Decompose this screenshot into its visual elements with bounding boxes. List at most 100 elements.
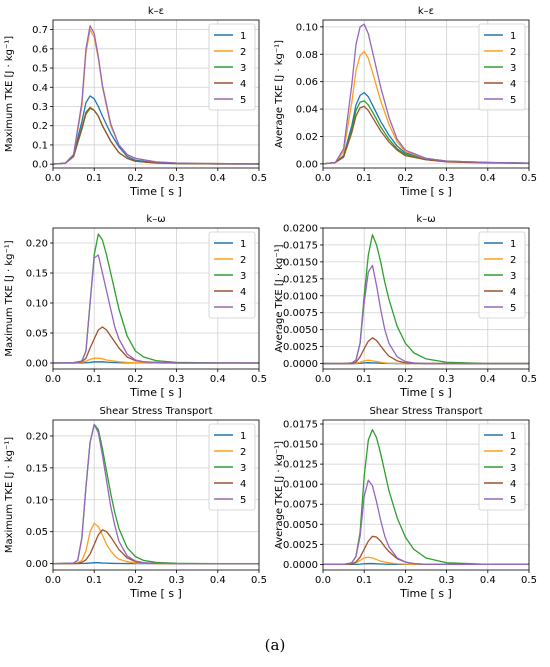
y-tick-label: 0.0100 <box>283 291 318 302</box>
y-tick-label: 0.7 <box>32 25 48 36</box>
y-tick-label: 0.04 <box>296 105 318 116</box>
y-tick-label: 0.0125 <box>283 274 318 285</box>
x-axis-label: Time [ s ] <box>399 587 452 600</box>
y-tick-label: 0.05 <box>26 329 48 340</box>
y-tick-label: 0.15 <box>26 463 48 474</box>
y-tick-label: 0.00 <box>26 559 48 570</box>
y-axis-label: Maximum TKE [J · kg⁻¹] <box>4 437 15 553</box>
plot-frame <box>52 419 260 571</box>
x-tick-label: 0.0 <box>315 575 331 586</box>
legend-label-3: 3 <box>510 271 516 282</box>
legend-label-3: 3 <box>240 271 246 282</box>
y-tick-label: 0.0200 <box>283 224 318 235</box>
series-line-2 <box>53 522 259 565</box>
x-tick-label: 0.0 <box>45 173 61 184</box>
y-tick-label: 0.0100 <box>283 480 318 491</box>
y-tick-label: 0.5 <box>32 64 48 75</box>
x-tick-label: 0.3 <box>439 575 455 586</box>
y-tick-label: 0.02 <box>296 132 318 143</box>
x-axis-label: Time [ s ] <box>129 587 182 600</box>
x-tick-label: 0.4 <box>480 173 496 184</box>
chart-panel-6: 0.0 0.1 0.2 0.3 0.4 0.5 0.0000 0.0025 0.0050 0.00… <box>274 406 537 600</box>
chart-panel-1: 0.0 0.1 0.2 0.3 0.4 0.5 0.0 0.1 0.2 0.3 0.4 0.5 0.6 0… <box>4 6 267 198</box>
legend-label-3: 3 <box>240 463 246 474</box>
series-line-5 <box>52 423 259 565</box>
y-tick-label: 0.0000 <box>283 560 318 571</box>
x-axis-label: Time [ s ] <box>129 185 182 198</box>
chart-panel-3: 0.0 0.1 0.2 0.3 0.4 0.5 0.00 0.05 0.10 0.15 0.20 k–… <box>4 214 267 399</box>
y-tick-label: 0.10 <box>296 22 318 33</box>
y-tick-label: 0.0175 <box>283 420 318 431</box>
legend-label-5: 5 <box>510 95 516 106</box>
chart-panel-5: 0.0 0.1 0.2 0.3 0.4 0.5 0.00 0.05 0.10 0.15 0.20 Sh… <box>4 406 267 600</box>
series-line-5 <box>322 23 530 165</box>
y-tick-label: 0.0050 <box>283 325 318 336</box>
x-axis-label: Time [ s ] <box>399 185 452 198</box>
legend-label-2: 2 <box>240 255 246 266</box>
y-tick-label: 0.0175 <box>283 240 318 251</box>
x-tick-label: 0.5 <box>251 173 267 184</box>
y-tick-label: 0.6 <box>32 44 48 55</box>
plot-frame <box>322 227 530 370</box>
legend-label-2: 2 <box>510 447 516 458</box>
x-tick-label: 0.2 <box>397 374 413 385</box>
x-tick-label: 0.5 <box>251 374 267 385</box>
x-tick-label: 0.4 <box>210 575 226 586</box>
y-tick-label: 0.3 <box>32 102 48 113</box>
y-tick-label: 0.00 <box>26 359 48 370</box>
legend-label-3: 3 <box>510 463 516 474</box>
y-axis-label: Average TKE [J · kg⁻¹] <box>274 40 285 148</box>
x-tick-label: 0.1 <box>86 374 102 385</box>
legend-label-1: 1 <box>510 31 516 42</box>
legend-label-5: 5 <box>240 303 246 314</box>
chart-title: k–ε <box>418 6 434 17</box>
x-tick-label: 0.5 <box>251 575 267 586</box>
series-line-4 <box>322 105 530 165</box>
legend-label-4: 4 <box>510 479 516 490</box>
y-tick-label: 0.4 <box>32 83 48 94</box>
x-tick-label: 0.2 <box>127 173 143 184</box>
legend-label-5: 5 <box>240 495 246 506</box>
x-tick-label: 0.2 <box>127 575 143 586</box>
y-tick-label: 0.0025 <box>283 342 318 353</box>
chart-title: k–ω <box>146 214 165 225</box>
legend-label-1: 1 <box>510 239 516 250</box>
y-tick-label: 0.20 <box>26 239 48 250</box>
x-tick-label: 0.4 <box>480 374 496 385</box>
series-line-4 <box>52 106 259 165</box>
y-tick-label: 0.10 <box>26 299 48 310</box>
x-tick-label: 0.1 <box>356 173 372 184</box>
x-tick-label: 0.0 <box>315 374 331 385</box>
chart-title: Shear Stress Transport <box>369 406 482 417</box>
plot-frame <box>52 227 260 370</box>
y-tick-label: 0.0150 <box>283 257 318 268</box>
legend-label-2: 2 <box>510 47 516 58</box>
figure-caption: (a) <box>264 636 286 654</box>
y-tick-label: 0.0150 <box>283 440 318 451</box>
legend-label-4: 4 <box>510 79 516 90</box>
plot-frame <box>52 19 260 169</box>
legend-label-1: 1 <box>240 431 246 442</box>
x-tick-label: 0.3 <box>169 173 185 184</box>
y-tick-label: 0.0 <box>32 160 48 171</box>
y-tick-label: 0.1 <box>32 140 48 151</box>
chart-panel-4: 0.0 0.1 0.2 0.3 0.4 0.5 0.0000 0.0025 0.0050 0.00… <box>274 214 537 399</box>
x-tick-label: 0.5 <box>521 374 537 385</box>
y-tick-label: 0.00 <box>296 159 318 170</box>
y-tick-label: 0.0125 <box>283 460 318 471</box>
x-tick-label: 0.0 <box>45 374 61 385</box>
x-tick-label: 0.3 <box>169 374 185 385</box>
series-line-5 <box>323 479 529 566</box>
y-tick-label: 0.0075 <box>283 500 318 511</box>
legend-label-5: 5 <box>510 495 516 506</box>
x-tick-label: 0.1 <box>86 575 102 586</box>
chart-title: Shear Stress Transport <box>99 406 212 417</box>
legend-label-3: 3 <box>510 63 516 74</box>
legend-label-2: 2 <box>240 447 246 458</box>
series-line-3 <box>52 107 259 165</box>
series-line-5 <box>323 264 529 365</box>
series-line-5 <box>52 254 259 364</box>
legend-label-5: 5 <box>510 303 516 314</box>
x-tick-label: 0.2 <box>127 374 143 385</box>
